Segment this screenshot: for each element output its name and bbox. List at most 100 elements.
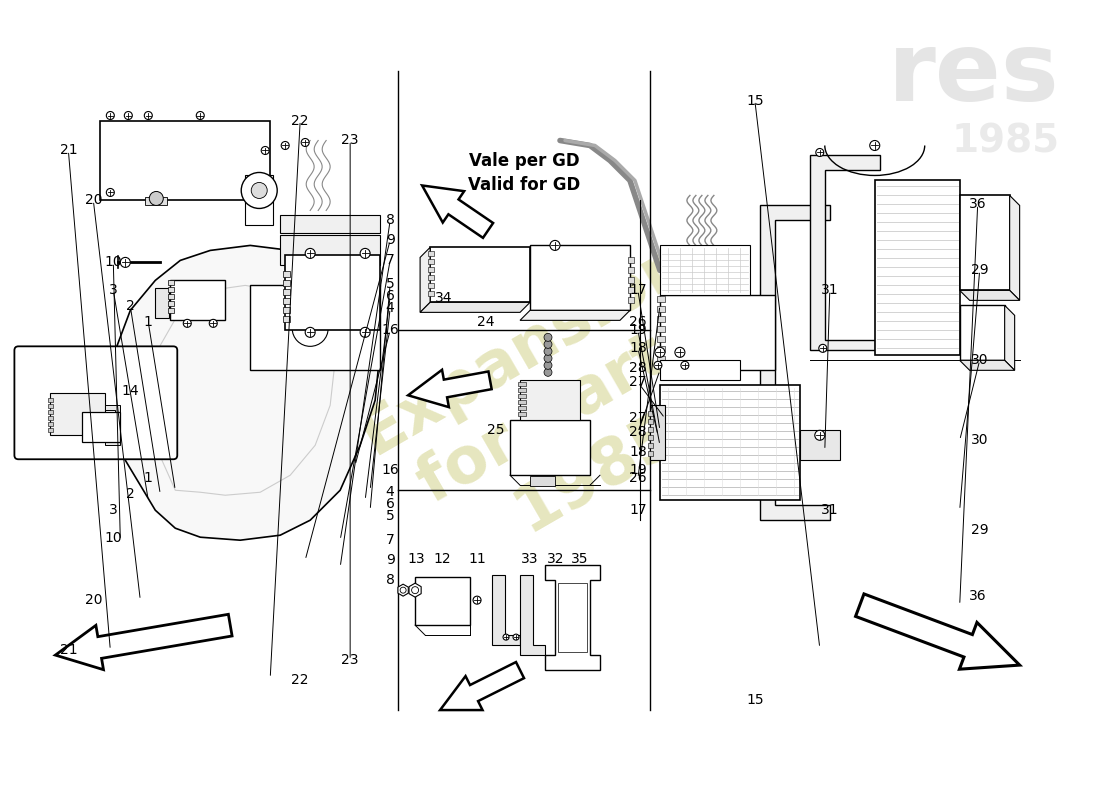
Bar	[518, 388, 526, 392]
Circle shape	[544, 347, 552, 355]
Bar	[168, 308, 174, 314]
Bar	[628, 298, 634, 303]
Text: 28: 28	[629, 426, 647, 439]
Polygon shape	[420, 247, 430, 312]
Polygon shape	[492, 575, 520, 645]
Circle shape	[305, 249, 316, 258]
Bar	[657, 346, 664, 352]
Circle shape	[550, 241, 560, 250]
Text: 1985: 1985	[952, 122, 1059, 161]
Text: Vale per GD
Valid for GD: Vale per GD Valid for GD	[468, 153, 580, 194]
Text: 15: 15	[746, 693, 763, 707]
Circle shape	[544, 368, 552, 376]
Text: 17: 17	[629, 283, 647, 298]
Circle shape	[184, 319, 191, 327]
Bar	[145, 198, 167, 206]
Polygon shape	[440, 662, 524, 710]
Polygon shape	[422, 186, 493, 238]
Bar	[518, 412, 526, 416]
Bar	[558, 583, 587, 652]
Text: 4: 4	[386, 486, 395, 499]
Bar	[428, 251, 435, 257]
Polygon shape	[1010, 195, 1020, 300]
Text: 12: 12	[433, 552, 451, 566]
Bar	[657, 296, 664, 302]
Bar	[168, 302, 174, 306]
Text: 5: 5	[386, 510, 395, 523]
Text: 21: 21	[59, 143, 77, 158]
Polygon shape	[520, 575, 544, 655]
Bar	[48, 428, 54, 432]
Bar	[628, 287, 634, 294]
Bar	[82, 412, 120, 442]
Bar	[280, 235, 381, 266]
Text: 26: 26	[629, 471, 647, 486]
Circle shape	[305, 327, 316, 338]
Circle shape	[675, 347, 685, 358]
Circle shape	[293, 310, 328, 346]
Text: 7: 7	[386, 533, 395, 547]
Circle shape	[473, 596, 481, 604]
Bar	[428, 267, 435, 272]
Text: 32: 32	[547, 552, 564, 566]
Circle shape	[120, 258, 130, 267]
Polygon shape	[959, 290, 1020, 300]
Bar	[428, 291, 435, 296]
Text: 1: 1	[144, 471, 153, 486]
Circle shape	[681, 362, 689, 370]
Bar	[283, 271, 290, 278]
Text: 35: 35	[571, 552, 588, 566]
Text: 23: 23	[341, 134, 359, 147]
Bar	[100, 121, 271, 201]
Polygon shape	[110, 246, 381, 540]
Bar	[168, 294, 174, 299]
Circle shape	[261, 146, 270, 154]
Circle shape	[544, 340, 552, 348]
Text: 28: 28	[629, 362, 647, 375]
Text: 26: 26	[629, 315, 647, 330]
FancyBboxPatch shape	[14, 346, 177, 459]
Bar	[428, 275, 435, 280]
Circle shape	[360, 327, 370, 338]
Text: 2: 2	[125, 487, 134, 502]
Bar	[283, 298, 290, 304]
Text: 27: 27	[629, 375, 647, 390]
Polygon shape	[409, 583, 421, 597]
Polygon shape	[408, 370, 492, 407]
Text: 17: 17	[629, 503, 647, 518]
Circle shape	[544, 354, 552, 362]
Bar	[959, 306, 1004, 360]
Text: 20: 20	[85, 194, 102, 207]
Text: 14: 14	[121, 384, 139, 398]
Polygon shape	[106, 406, 120, 446]
Bar	[628, 267, 634, 274]
Bar	[48, 416, 54, 420]
Text: 11: 11	[469, 552, 486, 566]
Circle shape	[818, 344, 827, 352]
Circle shape	[654, 347, 664, 358]
Polygon shape	[420, 302, 530, 312]
Text: 18: 18	[629, 446, 647, 459]
Bar	[660, 386, 800, 500]
Bar	[168, 280, 174, 286]
Text: 20: 20	[85, 593, 102, 607]
Text: 29: 29	[971, 263, 989, 278]
Bar	[283, 316, 290, 322]
Bar	[428, 259, 435, 265]
Bar	[170, 280, 226, 320]
Bar	[648, 451, 653, 456]
Bar	[628, 258, 634, 263]
Bar	[657, 326, 664, 332]
Text: 19: 19	[629, 463, 647, 478]
Text: 31: 31	[821, 503, 838, 518]
Bar	[657, 316, 664, 322]
Text: 19: 19	[629, 323, 647, 338]
Circle shape	[815, 430, 825, 440]
Text: 1: 1	[144, 315, 153, 330]
Text: 22: 22	[292, 673, 309, 687]
Text: 3: 3	[109, 283, 118, 298]
Text: 21: 21	[59, 643, 77, 657]
Text: 31: 31	[821, 283, 838, 298]
Bar	[250, 286, 381, 370]
Bar	[428, 283, 435, 288]
